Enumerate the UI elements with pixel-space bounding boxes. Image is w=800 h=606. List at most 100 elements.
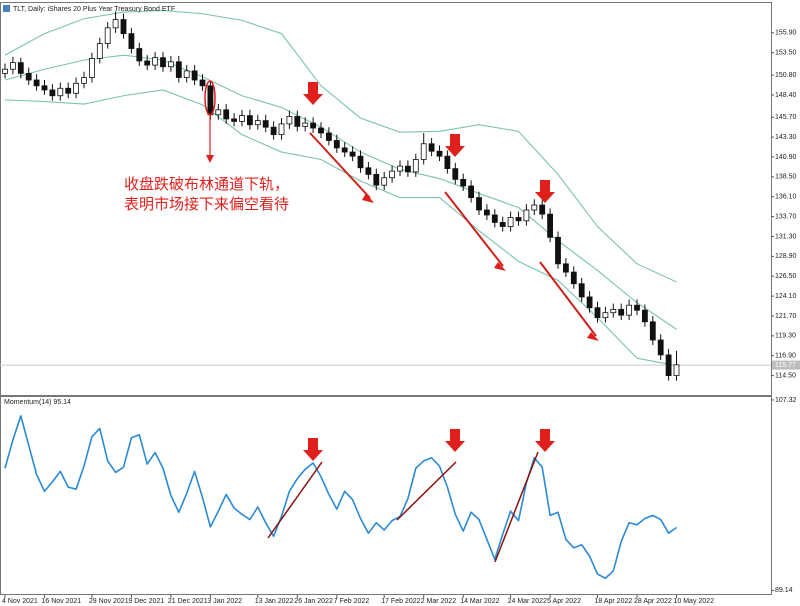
candle-body <box>160 57 166 68</box>
candle-body <box>491 214 498 223</box>
x-tick-label: 24 Mar 2022 <box>508 598 547 605</box>
candle-body <box>152 57 159 66</box>
candle-body <box>428 143 435 152</box>
candle-body <box>96 43 103 59</box>
candle-body <box>25 72 32 81</box>
candle-body <box>333 140 340 149</box>
candle-body <box>365 167 372 175</box>
candle-body <box>175 61 182 78</box>
candle-body <box>420 143 427 160</box>
candle-body <box>310 122 317 129</box>
annotations <box>204 80 599 563</box>
candle-body <box>128 33 135 49</box>
candle-body <box>642 309 648 323</box>
candle-body <box>523 209 530 222</box>
y-tick-label: 121.70 <box>775 313 797 320</box>
y-tick-label: 89.14 <box>775 587 793 594</box>
candle-body <box>318 127 324 134</box>
trend-line <box>267 461 323 539</box>
y-tick-label: 136.10 <box>775 194 797 201</box>
candle-body <box>223 109 230 120</box>
trend-head <box>494 262 506 271</box>
candle-body <box>270 126 277 136</box>
candle-body <box>476 197 482 211</box>
candle-body <box>231 118 238 122</box>
candle-body <box>555 236 561 265</box>
x-tick-label: 2 Mar 2022 <box>421 598 457 605</box>
indicator-label: Momentum(14) 95.14 <box>4 399 71 406</box>
x-tick-label: 28 Apr 2022 <box>634 598 672 605</box>
candle-body <box>167 61 174 68</box>
candle-body <box>120 19 127 35</box>
y-tick-label: 114.50 <box>775 372 796 379</box>
trend-line <box>396 461 457 521</box>
x-tick-label: 18 Apr 2022 <box>595 598 633 605</box>
candle-body <box>349 151 356 157</box>
candle-body <box>373 174 380 186</box>
trend-head <box>362 193 374 203</box>
price-panel <box>0 2 772 396</box>
candle-body <box>570 271 577 285</box>
candle-body <box>547 213 553 238</box>
last-price-box <box>772 360 800 370</box>
candle-body <box>246 115 253 126</box>
candle-body <box>499 222 506 227</box>
y-tick-label: 131.30 <box>775 233 797 240</box>
chart-title: TLT, Daily: iShares 20 Plus Year Treasur… <box>13 6 175 13</box>
highlight-ellipse <box>204 80 216 116</box>
down-arrow <box>535 180 555 203</box>
candle-body <box>17 62 24 74</box>
y-tick-label: 128.90 <box>775 253 797 260</box>
trend-line <box>494 451 539 563</box>
candle-body <box>262 120 269 128</box>
momentum-line <box>4 415 677 580</box>
y-tick-label: 153.50 <box>775 50 797 57</box>
candle-body <box>49 89 56 97</box>
plot-area: 155.90 153.50 150.80 148.40 145.70 143.30 140.… <box>0 9 800 605</box>
x-tick-label: 5 Apr 2022 <box>547 598 581 605</box>
x-tick-label: 21 Dec 2021 <box>168 598 208 605</box>
candle-body <box>404 165 411 173</box>
y-tick-label: 143.30 <box>775 134 797 141</box>
candle-body <box>468 185 475 198</box>
last-price-label: 115.77 <box>775 362 796 369</box>
candle-body <box>207 85 214 116</box>
trend-head <box>587 332 599 341</box>
down-arrow <box>445 429 465 452</box>
candle-body <box>594 307 601 319</box>
y-tick-label: 116.90 <box>775 353 796 360</box>
candle-body <box>539 204 546 215</box>
down-arrow <box>445 134 465 157</box>
symbol-icon <box>3 5 10 12</box>
candle-body <box>381 177 388 186</box>
trend-line <box>539 261 597 337</box>
indicator-value: 95.14 <box>53 399 71 406</box>
annotation-line: 收盘跌破布林通道下轨， <box>124 175 289 193</box>
candle-body <box>657 339 664 356</box>
x-tick-label: 10 May 2022 <box>674 598 715 605</box>
candle-body <box>665 354 672 377</box>
candle-body <box>649 321 656 341</box>
candle-body <box>294 116 301 127</box>
y-tick-label: 133.70 <box>775 213 797 220</box>
candle-body <box>239 115 245 122</box>
down-arrow <box>303 82 323 105</box>
candle-body <box>302 122 309 127</box>
candle-body <box>104 27 111 44</box>
candle-body <box>444 155 451 170</box>
y-tick-label: 155.90 <box>775 30 797 37</box>
x-tick-label: 7 Feb 2022 <box>334 598 370 605</box>
bollinger-middle <box>4 54 677 330</box>
candle-body <box>515 217 522 222</box>
candle-body <box>9 62 16 70</box>
candle-body <box>460 178 467 187</box>
candle-body <box>483 209 490 216</box>
candle-body <box>602 312 609 319</box>
trend-line <box>309 132 371 199</box>
bollinger-lower <box>4 89 677 367</box>
candle-body <box>436 150 443 157</box>
y-tick-label: 119.30 <box>775 333 796 340</box>
candle-body <box>507 217 514 227</box>
y-tick-label: 140.90 <box>775 154 797 161</box>
